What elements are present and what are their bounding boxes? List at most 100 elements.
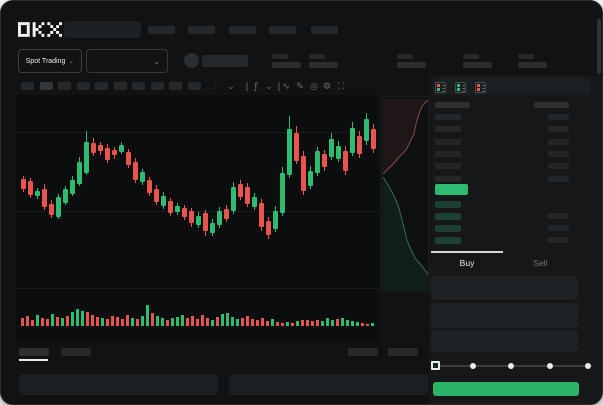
- timeframe-button[interactable]: [132, 82, 145, 90]
- nav-item[interactable]: [229, 26, 256, 34]
- volume-bar: [266, 321, 269, 326]
- volume-bar: [226, 313, 229, 326]
- ask-price-bar: [435, 139, 461, 145]
- tab-buy[interactable]: Buy: [431, 255, 503, 271]
- buy-button[interactable]: [433, 382, 579, 396]
- candle-body: [238, 184, 243, 197]
- candle-body: [203, 213, 208, 231]
- volume-bar: [186, 318, 189, 326]
- timeframe-button[interactable]: [76, 82, 90, 90]
- volume-bar: [281, 323, 284, 326]
- candle-body: [210, 223, 215, 233]
- candle-body: [42, 189, 47, 207]
- volume-bar: [336, 319, 339, 326]
- ask-price-bar: [435, 176, 461, 182]
- slider-dot[interactable]: [547, 363, 553, 369]
- pair-dropdown[interactable]: ⌄: [86, 49, 168, 73]
- mode-icon-cell: [457, 88, 460, 91]
- nav-item[interactable]: [188, 26, 215, 34]
- chart-option[interactable]: [388, 348, 418, 356]
- ask-size-bar: [548, 126, 569, 132]
- timeframe-button[interactable]: [187, 82, 201, 90]
- chart-tab-active[interactable]: [19, 348, 49, 356]
- chart-tab[interactable]: [61, 348, 91, 356]
- volume-bar: [321, 321, 324, 326]
- search-input[interactable]: [64, 21, 141, 38]
- slider-dot[interactable]: [508, 363, 514, 369]
- stat-value: [309, 62, 338, 68]
- mode-icon-cell: [437, 88, 440, 91]
- ask-size-bar: [534, 102, 569, 108]
- depth-curves: [382, 99, 428, 290]
- order-input-field[interactable]: [431, 303, 578, 328]
- camera-icon[interactable]: ◎: [310, 82, 318, 92]
- tab-sell[interactable]: Sell: [503, 255, 578, 271]
- timeframe-button[interactable]: [21, 82, 34, 90]
- nav-item[interactable]: [148, 26, 175, 34]
- line-type-icon[interactable]: ∿: [282, 82, 290, 92]
- volume-bar: [81, 311, 84, 326]
- candle-body: [217, 211, 222, 225]
- chart-option[interactable]: [348, 348, 378, 356]
- ask-price-bar: [435, 102, 470, 108]
- settings-icon[interactable]: ⚙: [322, 82, 332, 92]
- candle-body: [294, 133, 299, 161]
- volume-bar: [316, 320, 319, 326]
- volume-bar: [236, 319, 239, 326]
- ask-price-bar: [435, 151, 461, 157]
- stat-label: [397, 54, 413, 59]
- candle-body: [329, 139, 334, 157]
- candle-body: [119, 145, 124, 152]
- timeframe-button[interactable]: [113, 82, 127, 90]
- buy-tab-underline: [431, 251, 503, 253]
- volume-bar: [181, 315, 184, 326]
- timeframe-button[interactable]: [58, 82, 71, 90]
- candle-body: [112, 150, 117, 155]
- chevron-down-icon[interactable]: ⌄: [265, 82, 273, 92]
- candle-body: [91, 143, 96, 153]
- function-icon[interactable]: ƒ: [254, 82, 258, 92]
- volume-bar: [166, 320, 169, 326]
- timeframe-button[interactable]: [169, 82, 182, 90]
- chevron-down-icon[interactable]: ⌄: [227, 82, 235, 92]
- slider-dot[interactable]: [585, 363, 591, 369]
- candle-body: [133, 162, 138, 180]
- candle-body: [350, 128, 355, 153]
- candle-body: [273, 211, 278, 229]
- volume-bar: [41, 318, 44, 326]
- market-type-selector[interactable]: Spot Trading ⌄: [18, 49, 82, 73]
- candle-body: [168, 201, 173, 213]
- volume-bar: [126, 315, 129, 326]
- volume-bar: [51, 314, 54, 326]
- orderbook-mode-icon[interactable]: [435, 82, 446, 93]
- orderbook-mode-icon[interactable]: [475, 82, 486, 93]
- nav-item[interactable]: [269, 26, 296, 34]
- volume-bar: [231, 317, 234, 326]
- candle-body: [252, 197, 257, 207]
- volume-bar: [216, 317, 219, 326]
- volume-bar: [26, 316, 29, 326]
- nav-item[interactable]: [311, 26, 338, 34]
- timeframe-button[interactable]: [95, 82, 108, 90]
- slider-dot[interactable]: [470, 363, 476, 369]
- orderbook-mode-icon[interactable]: [455, 82, 466, 93]
- divider: |: [245, 82, 249, 92]
- draw-icon[interactable]: ✎: [296, 82, 304, 92]
- volume-bar: [141, 316, 144, 326]
- fullscreen-icon[interactable]: ⛶: [337, 82, 345, 92]
- volume-bar: [136, 319, 139, 326]
- candle-body: [259, 203, 264, 227]
- ask-size-bar: [548, 114, 569, 120]
- scrollbar[interactable]: [597, 19, 601, 74]
- timeframe-button[interactable]: [39, 82, 53, 90]
- volume-bar: [251, 319, 254, 326]
- timeframe-button[interactable]: [150, 82, 164, 90]
- order-input-field[interactable]: [431, 276, 578, 300]
- indicator-icon[interactable]: ⫶: [213, 82, 217, 92]
- candle-body: [28, 181, 33, 195]
- candle-body: [140, 172, 145, 182]
- order-input-field[interactable]: [431, 330, 578, 352]
- slider-handle[interactable]: [431, 361, 440, 370]
- volume-bar: [326, 318, 329, 326]
